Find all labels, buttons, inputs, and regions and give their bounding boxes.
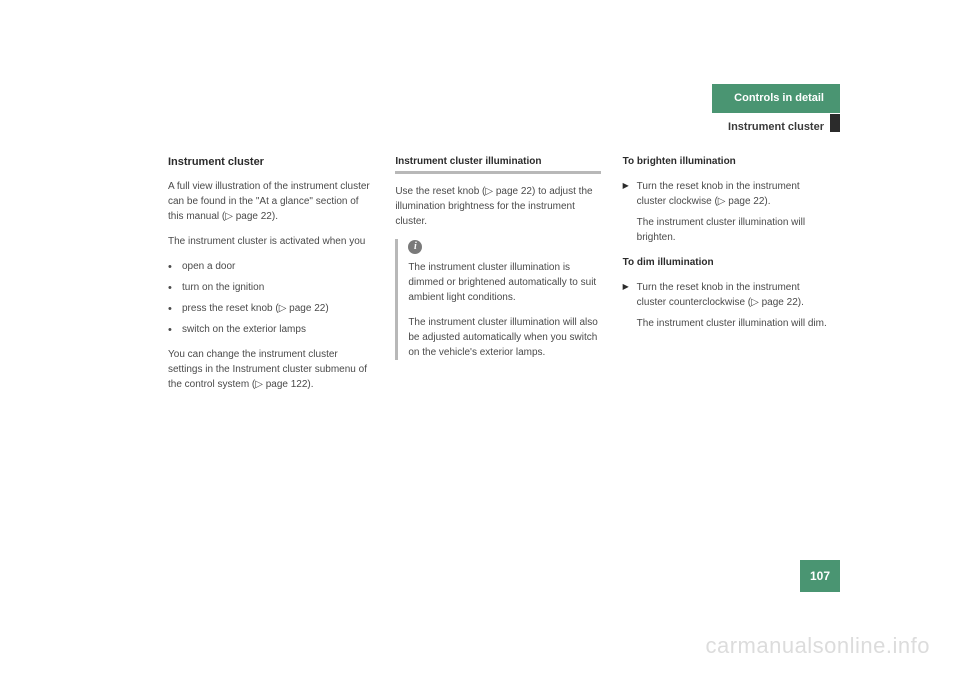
action-text: Turn the reset knob in the instrument cl… <box>637 282 804 308</box>
header-tab: Controls in detail <box>712 84 840 113</box>
list-item: press the reset knob (▷ page 22) <box>168 301 373 316</box>
paragraph: A full view illustration of the instrume… <box>168 179 373 224</box>
action-item: Turn the reset knob in the instrument cl… <box>623 179 828 209</box>
edge-marker <box>830 114 840 132</box>
section-header: Controls in detail Instrument cluster <box>712 84 840 135</box>
list-item: turn on the ignition <box>168 280 373 295</box>
list-item: switch on the exterior lamps <box>168 322 373 337</box>
list-item: open a door <box>168 259 373 274</box>
paragraph: You can change the instrument cluster se… <box>168 347 373 392</box>
info-box: i The instrument cluster illumination is… <box>395 239 600 360</box>
section-title: Instrument cluster <box>168 154 373 171</box>
heading-underline <box>395 171 600 174</box>
column-2: Instrument cluster illumination Use the … <box>395 154 600 402</box>
content-columns: Instrument cluster A full view illustrat… <box>168 154 828 402</box>
column-1: Instrument cluster A full view illustrat… <box>168 154 373 402</box>
result-paragraph: The instrument cluster illumination will… <box>623 316 828 331</box>
header-subtitle: Instrument cluster <box>712 119 840 136</box>
inline-heading: To dim illumination <box>623 257 714 268</box>
info-icon: i <box>408 240 422 254</box>
paragraph: Use the reset knob (▷ page 22) to adjust… <box>395 184 600 229</box>
column-3: To brighten illumination Turn the reset … <box>623 154 828 402</box>
watermark: carmanualsonline.info <box>705 629 930 662</box>
action-text: Turn the reset knob in the instrument cl… <box>637 181 800 207</box>
info-paragraph: The instrument cluster illumination is d… <box>408 260 600 305</box>
action-item: Turn the reset knob in the instrument cl… <box>623 280 828 310</box>
manual-page: Controls in detail Instrument cluster In… <box>168 86 828 402</box>
page-number-tab: 107 <box>800 560 840 592</box>
paragraph: The instrument cluster is activated when… <box>168 234 373 249</box>
info-paragraph: The instrument cluster illumination will… <box>408 315 600 360</box>
inline-heading: To brighten illumination <box>623 156 736 167</box>
result-paragraph: The instrument cluster illumination will… <box>623 215 828 245</box>
bullet-list: open a door turn on the ignition press t… <box>168 259 373 337</box>
subsection-title: Instrument cluster illumination <box>395 154 600 169</box>
